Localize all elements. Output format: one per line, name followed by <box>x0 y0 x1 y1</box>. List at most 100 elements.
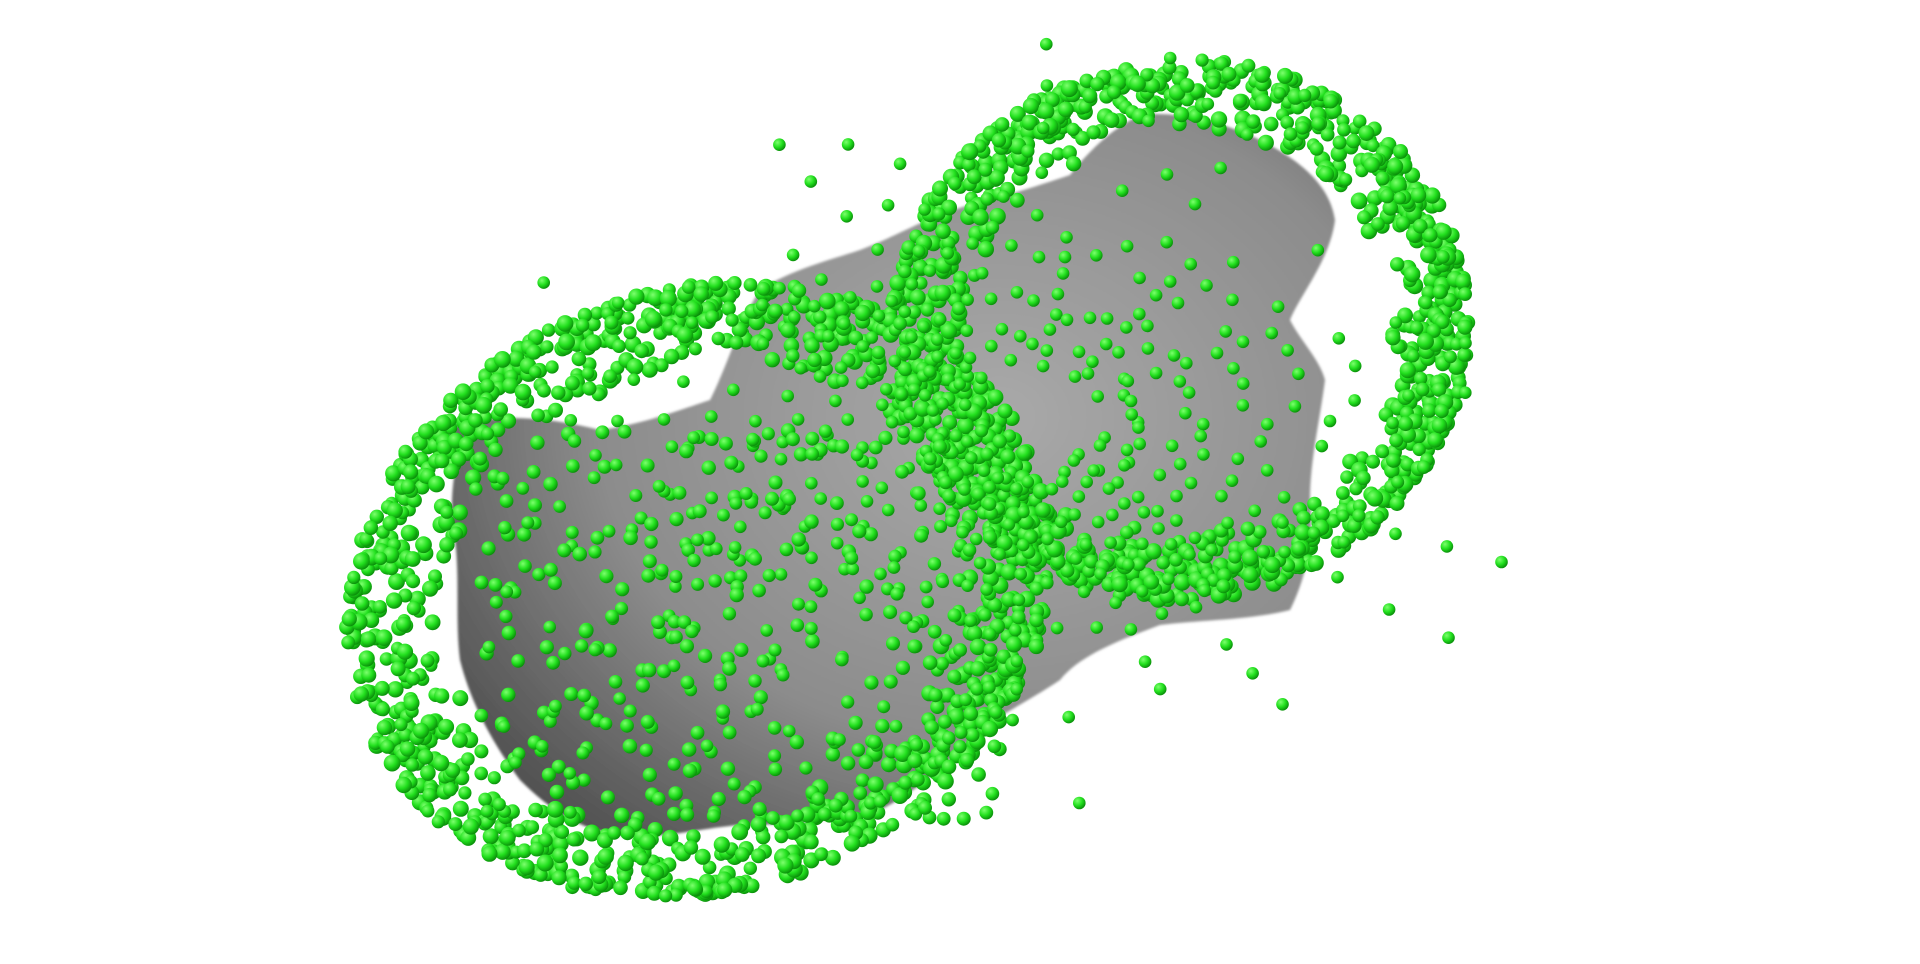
probe-sphere <box>949 347 962 360</box>
probe-sphere <box>1196 417 1210 431</box>
probe-sphere <box>1133 307 1146 321</box>
probe-sphere <box>1035 166 1049 179</box>
probe-sphere <box>588 643 602 657</box>
probe-sphere <box>954 726 968 739</box>
probe-sphere <box>412 435 428 451</box>
probe-sphere <box>443 392 459 408</box>
probe-sphere <box>959 361 973 374</box>
probe-sphere <box>558 646 572 661</box>
probe-sphere <box>452 732 468 748</box>
probe-sphere <box>808 299 821 313</box>
probe-sphere <box>1495 555 1508 569</box>
probe-sphere <box>1308 555 1324 571</box>
probe-sphere <box>428 475 445 493</box>
probe-sphere <box>600 790 615 805</box>
probe-sphere <box>582 381 597 396</box>
probe-sphere <box>576 746 590 760</box>
probe-sphere <box>1232 93 1248 108</box>
probe-sphere <box>492 797 506 812</box>
probe-sphere <box>609 458 623 472</box>
probe-sphere <box>1124 394 1138 408</box>
probe-sphere <box>1427 432 1443 448</box>
probe-sphere <box>1010 482 1023 496</box>
probe-sphere <box>988 169 1005 186</box>
probe-sphere <box>907 305 921 320</box>
probe-sphere <box>1311 243 1325 257</box>
probe-sphere <box>383 754 401 772</box>
probe-sphere <box>860 495 874 508</box>
probe-sphere <box>729 496 743 510</box>
probe-sphere <box>1000 449 1016 465</box>
probe-sphere <box>1102 482 1116 495</box>
probe-sphere <box>667 615 682 629</box>
probe-sphere <box>1296 510 1312 526</box>
probe-sphere <box>599 717 613 731</box>
probe-sphere <box>872 309 886 323</box>
probe-sphere <box>1073 796 1086 810</box>
probe-sphere <box>1256 544 1271 559</box>
probe-sphere <box>1068 508 1081 521</box>
probe-sphere <box>680 807 695 822</box>
probe-sphere <box>1241 566 1259 584</box>
probe-sphere <box>907 753 923 769</box>
probe-sphere <box>701 460 716 475</box>
probe-sphere <box>1389 527 1402 541</box>
probe-sphere <box>995 322 1009 336</box>
probe-sphere <box>708 275 724 291</box>
probe-sphere <box>705 491 718 505</box>
probe-sphere <box>363 520 378 535</box>
probe-sphere <box>565 375 580 391</box>
probe-sphere <box>804 621 818 635</box>
probe-sphere <box>659 889 673 903</box>
probe-sphere <box>677 615 692 629</box>
probe-sphere <box>612 339 626 354</box>
probe-sphere <box>927 557 942 571</box>
probe-sphere <box>428 569 442 584</box>
probe-sphere <box>445 762 461 778</box>
probe-sphere <box>651 792 666 806</box>
probe-sphere <box>870 280 884 293</box>
probe-sphere <box>1054 515 1068 529</box>
probe-sphere <box>773 281 786 295</box>
probe-sphere <box>1036 359 1050 373</box>
probe-sphere <box>448 817 463 832</box>
probe-sphere <box>1005 239 1018 252</box>
probe-sphere <box>488 578 503 592</box>
probe-sphere <box>1371 217 1385 231</box>
probe-sphere <box>642 554 657 569</box>
probe-sphere <box>722 661 737 676</box>
probe-sphere <box>499 609 513 624</box>
probe-sphere <box>729 587 744 603</box>
probe-sphere <box>417 749 434 765</box>
probe-sphere <box>871 345 886 360</box>
probe-sphere <box>487 771 501 785</box>
probe-sphere <box>1283 127 1298 141</box>
probe-sphere <box>354 596 370 611</box>
probe-sphere <box>931 333 944 346</box>
probe-sphere <box>676 326 694 344</box>
probe-sphere <box>961 293 974 307</box>
probe-sphere <box>764 352 780 368</box>
probe-sphere <box>756 654 770 668</box>
probe-sphere <box>1093 439 1107 452</box>
probe-sphere <box>422 580 439 597</box>
probe-sphere <box>985 339 998 353</box>
probe-sphere <box>947 608 962 623</box>
probe-sphere <box>893 157 907 171</box>
probe-sphere <box>941 235 956 250</box>
probe-sphere <box>961 143 979 161</box>
probe-sphere <box>406 601 421 616</box>
probe-sphere <box>1016 444 1033 461</box>
probe-sphere <box>1195 53 1209 67</box>
probe-sphere <box>669 888 683 902</box>
probe-sphere <box>681 280 696 294</box>
probe-sphere <box>888 549 902 564</box>
probe-sphere <box>911 486 926 501</box>
probe-sphere <box>1026 337 1039 351</box>
probe-sphere <box>911 772 925 787</box>
probe-sphere <box>690 725 705 740</box>
probe-sphere <box>438 718 455 735</box>
probe-sphere <box>1375 171 1390 186</box>
probe-sphere <box>1120 443 1134 457</box>
